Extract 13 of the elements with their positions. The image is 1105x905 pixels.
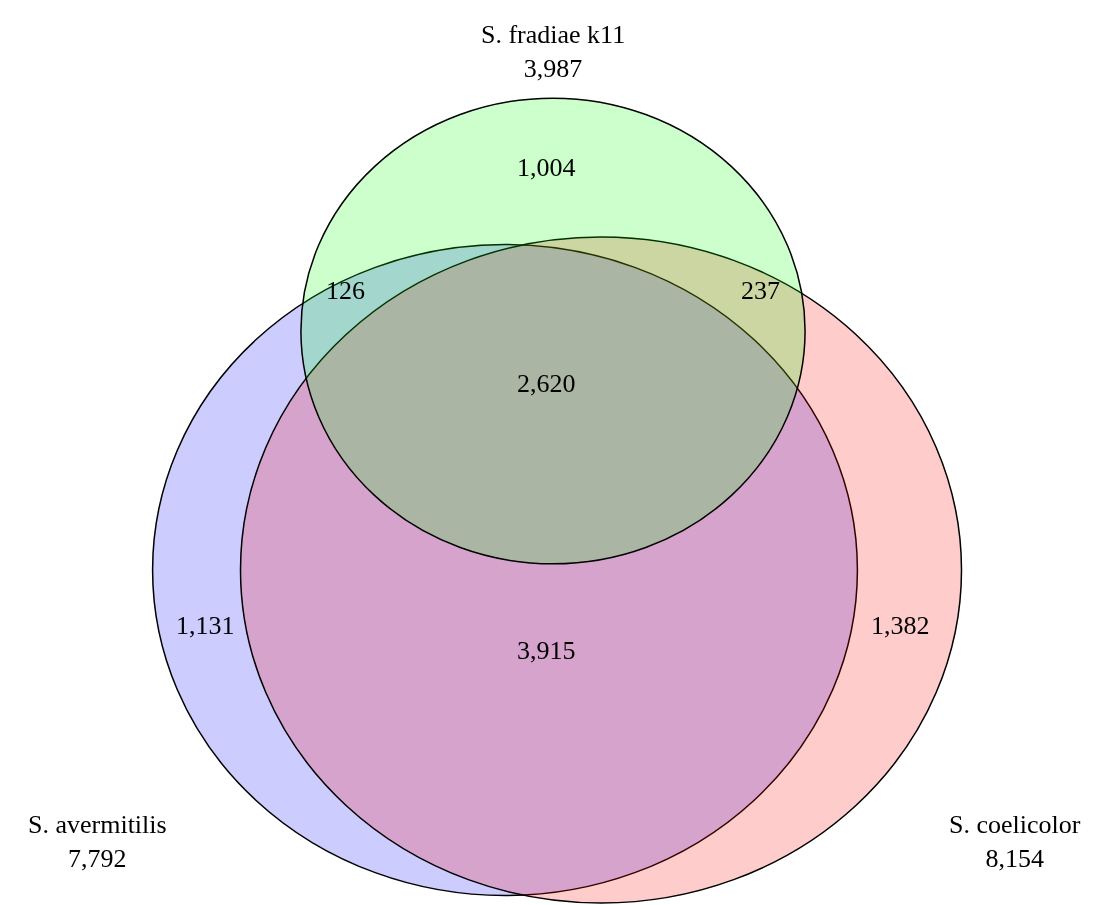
category-label: S. fradiae k11 <box>481 20 626 49</box>
text: 1,004 <box>517 153 576 182</box>
text: 2,620 <box>517 369 576 398</box>
data-label: 7,792 <box>68 843 127 873</box>
text: 3,915 <box>517 636 576 665</box>
text: 126 <box>326 276 365 305</box>
text: 1,131 <box>176 611 235 640</box>
text: 237 <box>741 276 780 305</box>
data-label: 8,154 <box>985 843 1044 873</box>
data-label: 3,987 <box>523 53 583 83</box>
category-label: S. avermitilis <box>28 810 167 839</box>
text: 1,382 <box>871 611 930 640</box>
category-label: S. coelicolor <box>949 810 1081 839</box>
